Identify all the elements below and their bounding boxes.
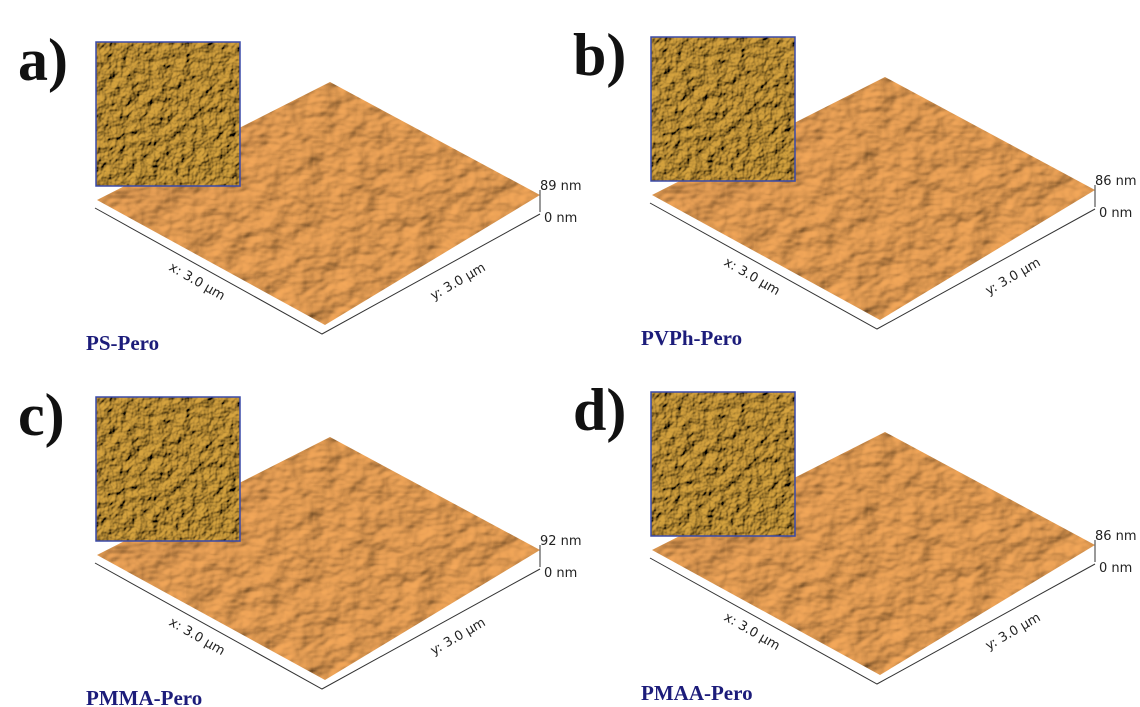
panel-letter: b) xyxy=(573,22,626,88)
inset-image xyxy=(651,37,795,181)
inset-image xyxy=(96,42,240,186)
sample-name: PVPh-Pero xyxy=(641,326,742,350)
afm-panel: c) x: 3.0 µm y: 3.0 µm 92 nm 0 nm PMMA-Pero xyxy=(18,382,582,707)
x-axis-label: x: 3.0 µm xyxy=(721,610,782,654)
z-max-label: 86 nm xyxy=(1095,174,1137,189)
z-min-label: 0 nm xyxy=(1099,561,1132,576)
afm-panel: b) x: 3.0 µm y: 3.0 µm 86 nm 0 nm PVPh-Pero xyxy=(573,22,1137,350)
z-max-label: 92 nm xyxy=(540,534,582,549)
y-axis-label: y: 3.0 µm xyxy=(983,610,1043,653)
y-axis-label: y: 3.0 µm xyxy=(428,260,488,303)
figure: a) x: 3.0 µm y: 3.0 µm 89 nm 0 nm PS-Pero b) x:… xyxy=(0,0,1140,707)
y-axis-label: y: 3.0 µm xyxy=(428,615,488,658)
sample-name: PMMA-Pero xyxy=(86,686,202,707)
x-axis-label: x: 3.0 µm xyxy=(166,615,227,659)
z-max-label: 86 nm xyxy=(1095,529,1137,544)
afm-panel: a) x: 3.0 µm y: 3.0 µm 89 nm 0 nm PS-Pero xyxy=(18,27,582,355)
y-axis-label: y: 3.0 µm xyxy=(983,255,1043,298)
z-max-label: 89 nm xyxy=(540,179,582,194)
inset-image xyxy=(96,397,240,541)
sample-name: PS-Pero xyxy=(86,331,159,355)
inset-image xyxy=(651,392,795,536)
x-axis-label: x: 3.0 µm xyxy=(166,260,227,304)
x-axis-label: x: 3.0 µm xyxy=(721,255,782,299)
afm-panel: d) x: 3.0 µm y: 3.0 µm 86 nm 0 nm PMAA-Pero xyxy=(573,377,1137,705)
z-min-label: 0 nm xyxy=(1099,206,1132,221)
z-min-label: 0 nm xyxy=(544,211,577,226)
panel-letter: c) xyxy=(18,382,65,448)
z-min-label: 0 nm xyxy=(544,566,577,581)
panel-letter: a) xyxy=(18,27,68,93)
panel-letter: d) xyxy=(573,377,626,443)
sample-name: PMAA-Pero xyxy=(641,681,753,705)
